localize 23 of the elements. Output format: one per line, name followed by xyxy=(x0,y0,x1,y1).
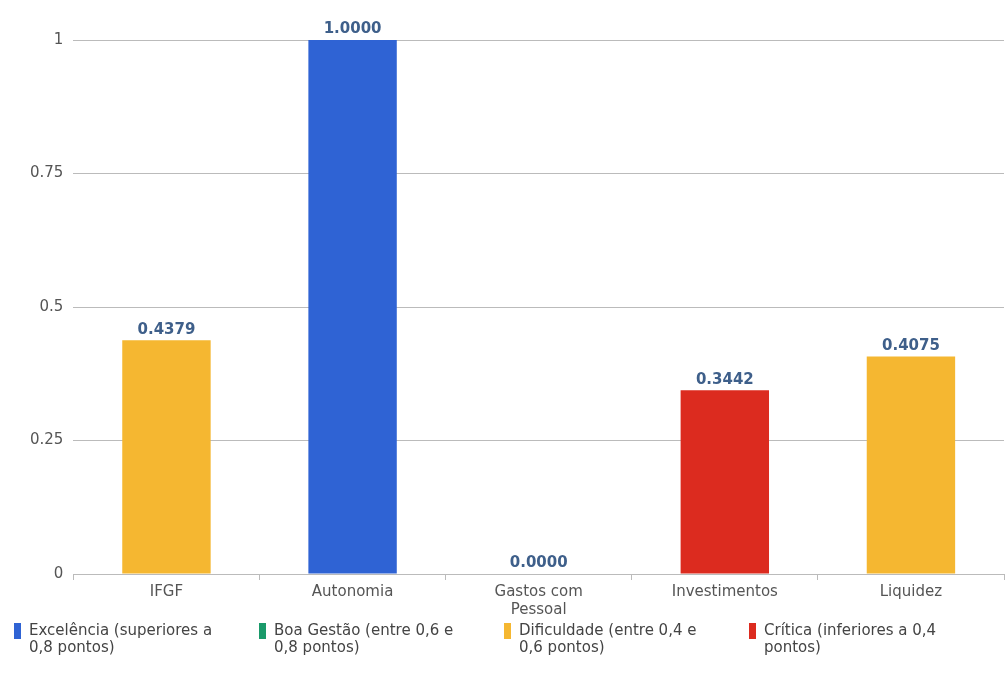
data-label: 1.0000 xyxy=(323,19,382,38)
y-tick-label: 1 xyxy=(53,29,64,48)
data-label: 0.0000 xyxy=(509,553,568,572)
x-tick-label: IFGF xyxy=(149,581,184,600)
data-label: 0.4075 xyxy=(881,335,940,354)
legend-label: Boa Gestão (entre 0,6 e 0,8 pontos) xyxy=(274,621,455,656)
bar xyxy=(866,356,956,574)
y-tick-label: 0 xyxy=(53,563,64,582)
x-tick-label: Investimentos xyxy=(671,581,779,600)
data-label: 0.3442 xyxy=(695,369,754,388)
x-tick-label: Autonomia xyxy=(311,581,394,600)
y-tick-label: 0.75 xyxy=(29,163,64,182)
y-tick-label: 0.5 xyxy=(39,296,64,315)
data-label: 0.4379 xyxy=(137,319,196,338)
bar xyxy=(122,340,211,574)
x-tick-label: Gastos com Pessoal xyxy=(494,581,583,618)
bar xyxy=(308,40,397,574)
x-tick-label: Liquidez xyxy=(879,581,943,600)
legend-label: Dificuldade (entre 0,4 e 0,6 pontos) xyxy=(519,621,698,656)
bar xyxy=(680,390,770,574)
y-tick-label: 0.25 xyxy=(29,430,64,449)
legend-label: Excelência (superiores a 0,8 pontos) xyxy=(29,621,214,656)
legend-label: Crítica (inferiores a 0,4 pontos) xyxy=(764,621,938,656)
